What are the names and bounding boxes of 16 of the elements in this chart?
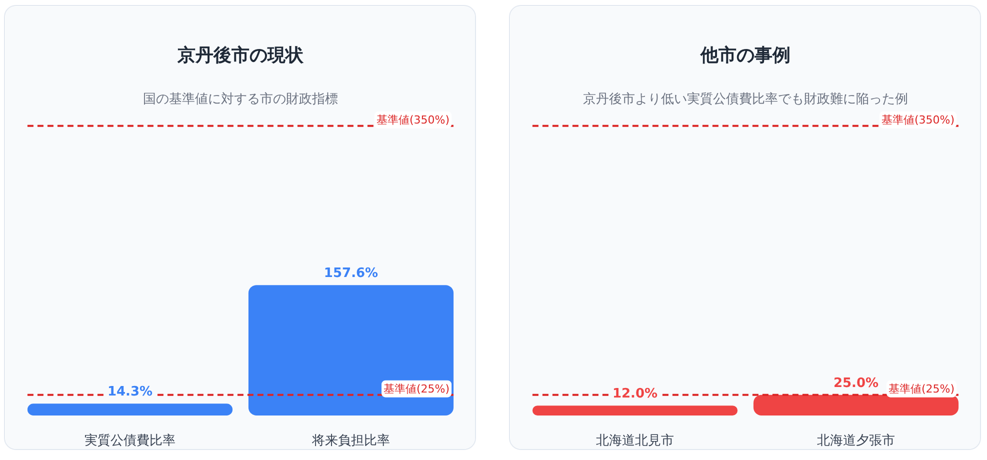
data-label: 14.3% <box>107 384 153 400</box>
x-tick-label: 北海道夕張市 <box>817 434 895 448</box>
ref-line-label: 基準値(25%) <box>888 382 955 396</box>
data-label: 25.0% <box>833 376 879 391</box>
chart-subtitle: 国の基準値に対する市の財政指標 <box>143 91 338 107</box>
data-label: 157.6% <box>324 266 378 282</box>
ref-line-label: 基準値(350%) <box>882 113 955 126</box>
data-label: 12.0% <box>612 386 658 402</box>
chart-title: 京丹後市の現状 <box>176 45 304 66</box>
x-tick-label: 将来負担比率 <box>311 432 390 448</box>
x-tick-label: 北海道北見市 <box>596 434 674 448</box>
chart-title: 他市の事例 <box>700 45 790 66</box>
x-tick-label: 実質公債費比率 <box>84 432 176 448</box>
chart-subtitle: 京丹後市より低い実質公債費比率でも財政難に陥った例 <box>583 91 908 107</box>
ref-line-label: 基準値(25%) <box>384 382 450 396</box>
ref-line-label: 基準値(350%) <box>376 113 450 126</box>
